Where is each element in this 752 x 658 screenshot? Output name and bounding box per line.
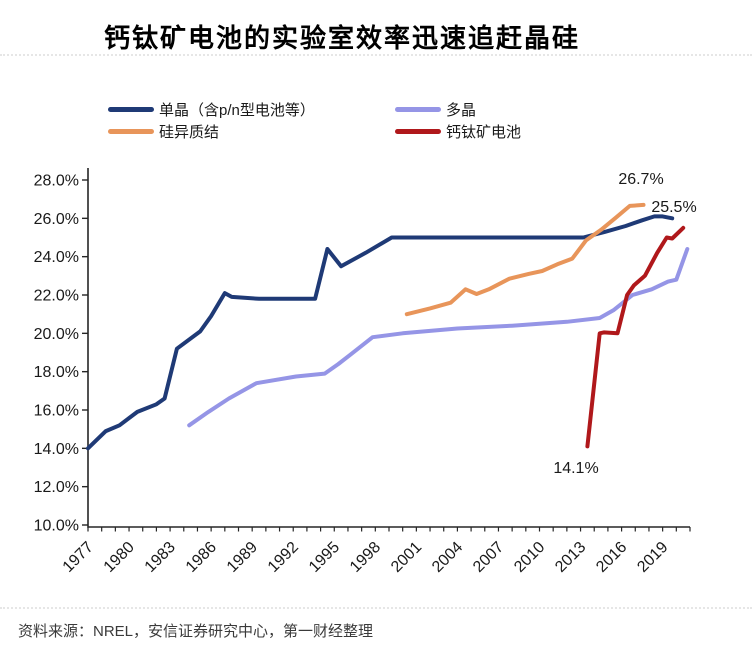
legend-label-mono: 单晶（含p/n型电池等）: [159, 102, 315, 119]
y-tick-label: 26.0%: [34, 211, 79, 228]
annotation-26.7%: 26.7%: [618, 171, 663, 188]
x-tick-label: 2004: [429, 539, 466, 576]
x-tick-label: 2016: [593, 539, 630, 576]
y-tick-label: 28.0%: [34, 173, 79, 190]
annotation-14.1%: 14.1%: [553, 460, 598, 477]
x-tick-label: 1986: [183, 539, 220, 576]
y-axis: 10.0% 12.0% 14.0% 16.0% 18.0% 20.0% 22.0% 24.0%…: [34, 173, 88, 535]
x-tick-label: 1983: [142, 539, 179, 576]
y-tick-label: 24.0%: [34, 249, 79, 266]
series-line-mono: [86, 214, 675, 451]
series-line-hjt: [404, 202, 646, 317]
legend-item-hjt: 硅异质结: [108, 121, 395, 142]
x-tick-label: 1980: [101, 539, 138, 576]
x-tick-label: 2001: [388, 539, 425, 576]
x-tick-label: 2019: [634, 539, 671, 576]
x-tick-label: 2013: [552, 539, 589, 576]
y-tick-label: 18.0%: [34, 364, 79, 381]
legend-label-multi: 多晶: [446, 102, 477, 119]
legend-swatch-mono: [108, 107, 154, 112]
source-note: 资料来源：NREL，安信证券研究中心，第一财经整理: [18, 623, 374, 640]
y-tick-label: 12.0%: [34, 479, 79, 496]
chart-legend: 单晶（含p/n型电池等） 多晶硅异质结 钙钛矿电池: [108, 99, 521, 142]
legend-label-perovskite: 钙钛矿电池: [446, 124, 522, 141]
x-tick-label: 1989: [224, 539, 261, 576]
x-tick-label: 1998: [347, 539, 384, 576]
y-tick-label: 20.0%: [34, 326, 79, 343]
legend-swatch-multi: [395, 107, 441, 112]
legend-swatch-hjt: [108, 129, 154, 134]
x-tick-label: 1977: [60, 539, 97, 576]
legend-item-mono: 单晶（含p/n型电池等）: [108, 99, 395, 120]
annotation-25.5%: 25.5%: [651, 199, 696, 216]
x-axis: 1977 1980 1983 1986 1989 1992 1995 1998 2001 2004…: [60, 527, 691, 576]
top-dotted-divider: [0, 54, 752, 56]
legend-item-perovskite: 钙钛矿电池: [395, 121, 521, 142]
legend-label-hjt: 硅异质结: [159, 124, 220, 141]
legend-swatch-perovskite: [395, 129, 441, 134]
x-tick-label: 2010: [511, 539, 548, 576]
series-line-perovskite: [585, 225, 686, 449]
y-tick-label: 16.0%: [34, 403, 79, 420]
y-tick-label: 22.0%: [34, 288, 79, 305]
x-tick-label: 2007: [470, 539, 507, 576]
y-tick-label: 10.0%: [34, 518, 79, 535]
x-tick-label: 1995: [306, 539, 343, 576]
series-line-multi: [187, 247, 690, 428]
legend-item-multi: 多晶: [395, 99, 521, 120]
x-tick-label: 1992: [265, 539, 302, 576]
bottom-dotted-divider: [0, 607, 752, 609]
y-tick-label: 14.0%: [34, 441, 79, 458]
chart-title: 钙钛矿电池的实验室效率迅速追赶晶硅: [104, 23, 581, 53]
